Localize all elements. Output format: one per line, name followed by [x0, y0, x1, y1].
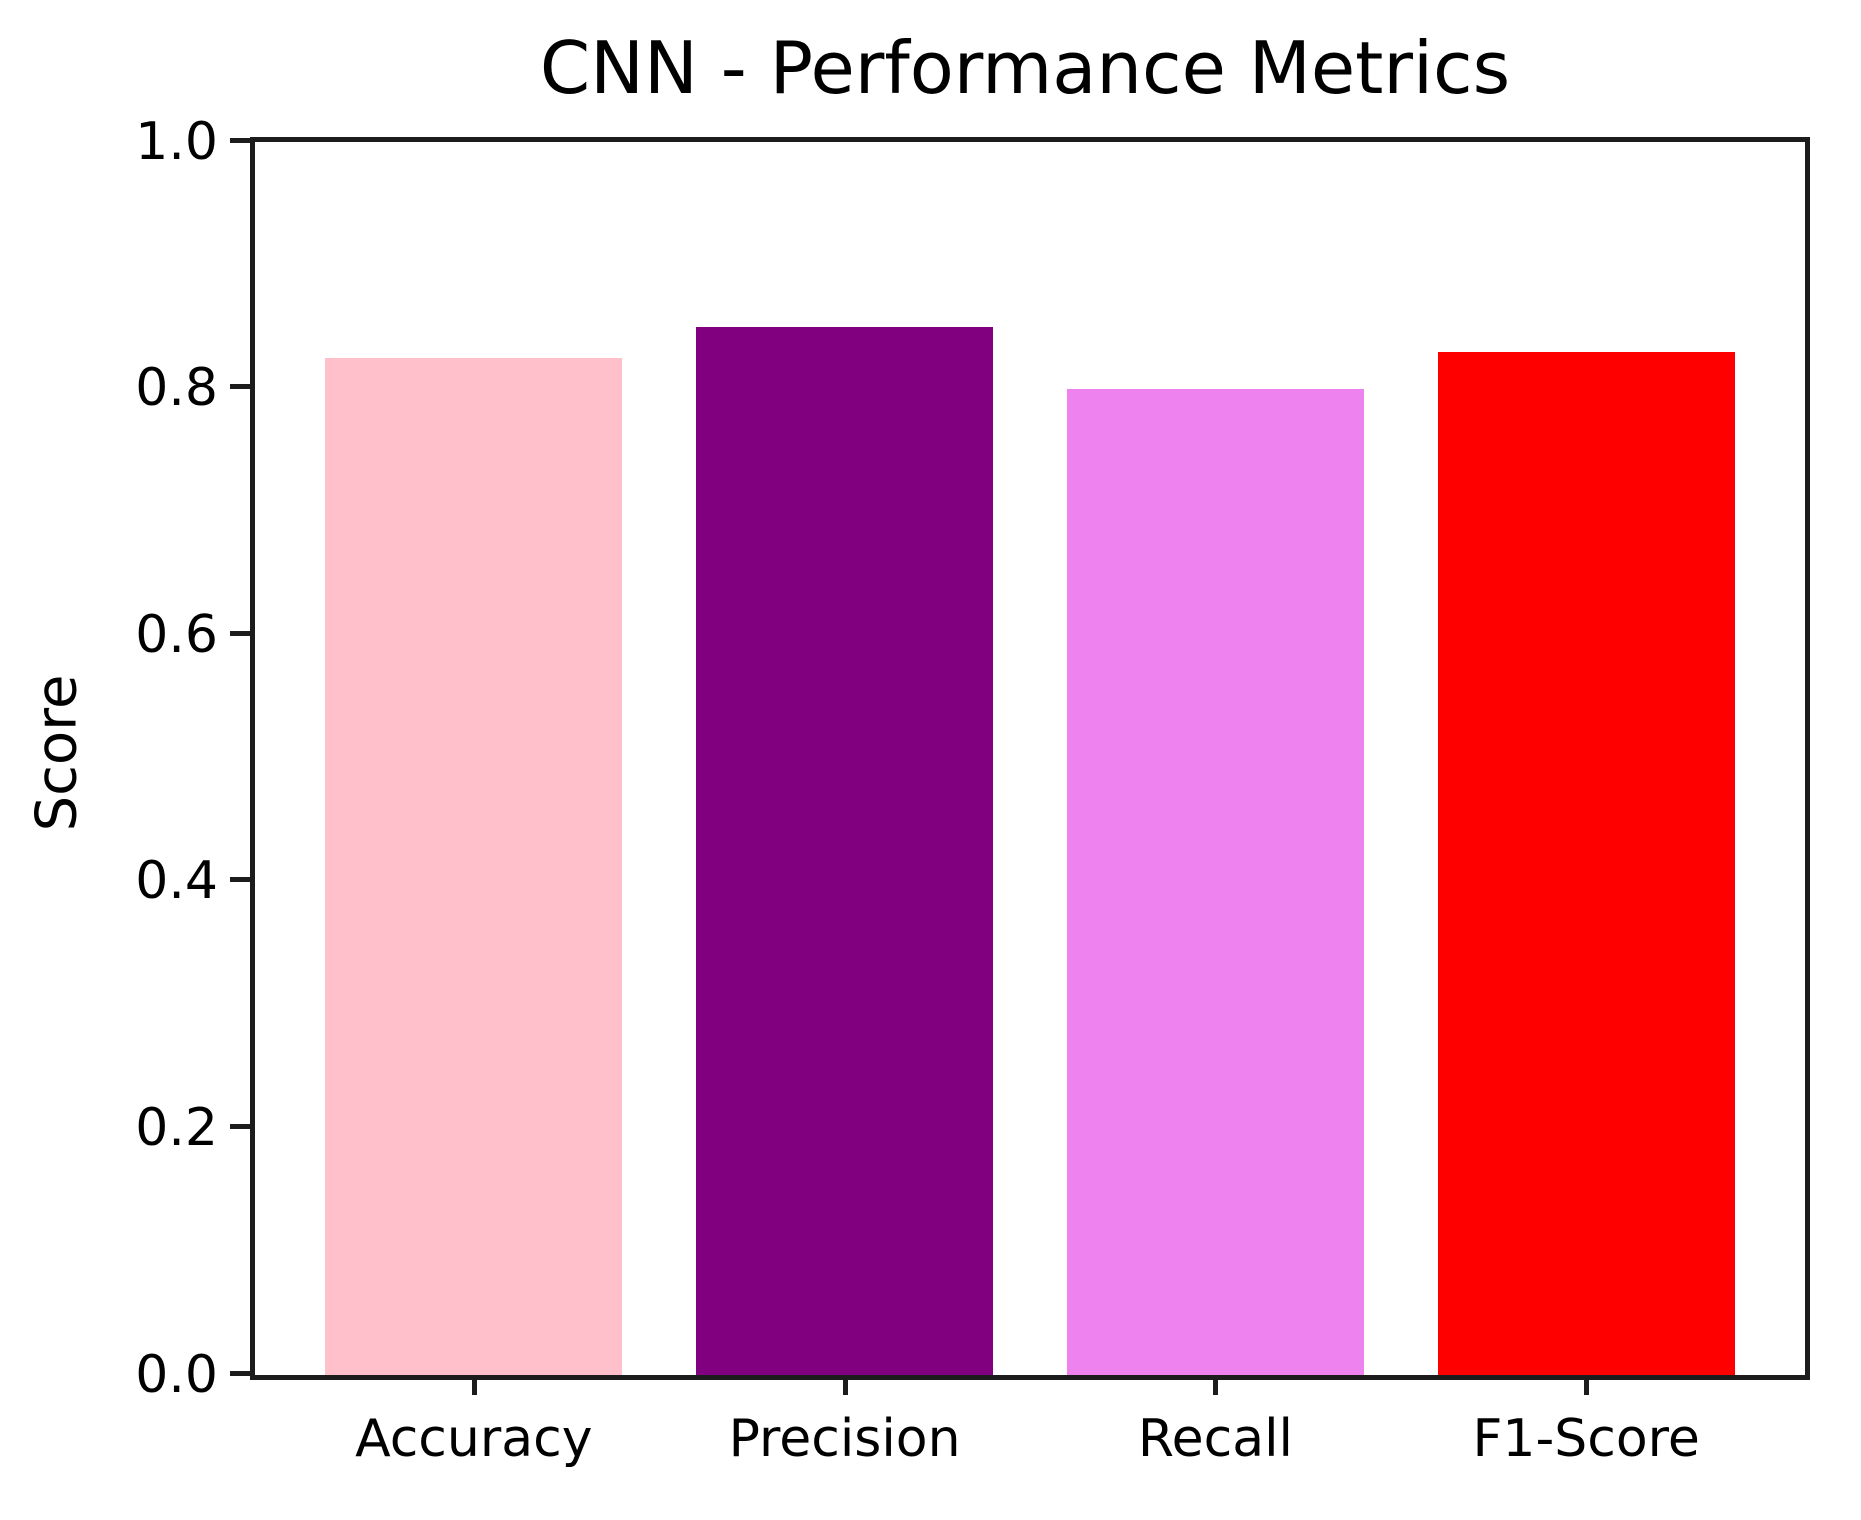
plot-area: [250, 137, 1810, 1380]
x-tick-mark: [1213, 1375, 1219, 1395]
y-tick-label: 0.2: [135, 1097, 218, 1158]
y-tick-label: 0.8: [135, 358, 218, 419]
chart-title: CNN - Performance Metrics: [539, 26, 1511, 110]
y-tick-mark: [230, 1123, 250, 1129]
bar-recall: [1067, 388, 1364, 1375]
y-tick-label: 0.6: [135, 604, 218, 665]
bar-accuracy: [325, 357, 623, 1375]
x-tick-label: F1-Score: [1472, 1409, 1700, 1469]
y-tick-mark: [230, 384, 250, 390]
x-tick-label: Recall: [1137, 1409, 1293, 1469]
y-axis-label: Score: [24, 674, 90, 832]
y-tick-label: 0.0: [135, 1344, 218, 1405]
y-tick-mark: [230, 630, 250, 636]
x-tick-mark: [471, 1375, 477, 1395]
y-tick-label: 0.4: [135, 851, 218, 912]
y-tick-mark: [230, 877, 250, 883]
bar-precision: [696, 326, 993, 1375]
x-tick-label: Accuracy: [355, 1409, 593, 1469]
y-tick-mark: [230, 137, 250, 143]
x-tick-mark: [1584, 1375, 1590, 1395]
x-tick-label: Precision: [728, 1409, 961, 1469]
y-tick-mark: [230, 1370, 250, 1376]
bar-f1-score: [1437, 351, 1735, 1375]
x-tick-mark: [842, 1375, 848, 1395]
y-tick-label: 1.0: [135, 111, 218, 172]
